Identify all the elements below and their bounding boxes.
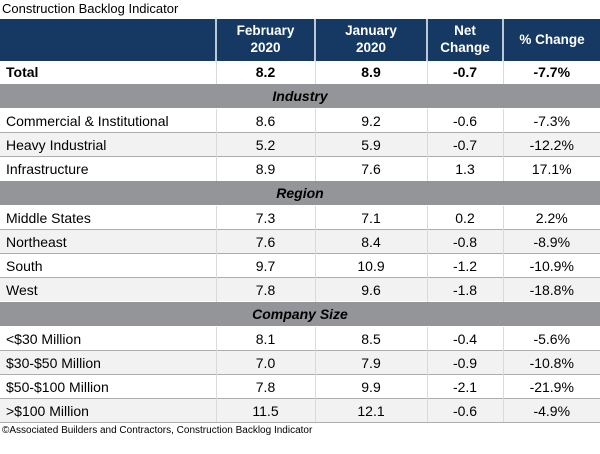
cell-february: 8.1: [215, 326, 315, 351]
backlog-table: February 2020 January 2020 Net Change % …: [0, 19, 600, 423]
cell-pct-change: -7.7%: [502, 61, 600, 84]
cell-pct-change: -10.9%: [502, 253, 600, 278]
cell-january: 12.1: [314, 398, 427, 423]
cell-net-change: -2.1: [426, 374, 503, 399]
column-header-february-2020: February 2020: [215, 19, 315, 61]
cell-february: 8.2: [215, 61, 315, 84]
cell-pct-change: -4.9%: [502, 398, 600, 423]
cell-january: 8.4: [314, 229, 427, 254]
row-label: >$100 Million: [0, 398, 216, 423]
cell-february: 11.5: [215, 398, 315, 423]
row-label: South: [0, 253, 216, 278]
column-header-january-2020: January 2020: [314, 19, 427, 61]
cell-january: 7.9: [314, 350, 427, 375]
cell-february: 7.8: [215, 277, 315, 302]
cell-net-change: 1.3: [426, 156, 503, 181]
cell-pct-change: -21.9%: [502, 374, 600, 399]
cell-february: 7.3: [215, 205, 315, 230]
cell-pct-change: 2.2%: [502, 205, 600, 230]
cell-net-change: 0.2: [426, 205, 503, 230]
cell-net-change: -0.7: [426, 61, 503, 84]
cell-net-change: -0.8: [426, 229, 503, 254]
cell-january: 10.9: [314, 253, 427, 278]
row-label: Commercial & Institutional: [6, 112, 169, 129]
cell-pct-change: 17.1%: [502, 156, 600, 181]
cell-january: 8.9: [314, 61, 427, 84]
cell-january: 7.1: [314, 205, 427, 230]
row-label: <$30 Million: [6, 330, 82, 347]
cell-february: 5.2: [215, 132, 315, 157]
cell-january: 5.9: [314, 132, 427, 157]
cell-january: 9.2: [314, 108, 427, 133]
table-row: Commercial & Institutional 8.6 9.2 -0.6 …: [0, 108, 600, 133]
table-row: Heavy Industrial 5.2 5.9 -0.7 -12.2%: [0, 132, 600, 157]
table-row: Northeast 7.6 8.4 -0.8 -8.9%: [0, 229, 600, 254]
row-label: Total: [6, 64, 39, 80]
table-row: $30-$50 Million 7.0 7.9 -0.9 -10.8%: [0, 350, 600, 375]
cell-pct-change: -10.8%: [502, 350, 600, 375]
cell-pct-change: -12.2%: [502, 132, 600, 157]
cell-january: 7.6: [314, 156, 427, 181]
cell-pct-change: -18.8%: [502, 277, 600, 302]
cell-net-change: -0.9: [426, 350, 503, 375]
section-header-label: Region: [0, 180, 600, 206]
row-label: $50-$100 Million: [0, 374, 216, 399]
row-label: Heavy Industrial: [0, 132, 216, 157]
table-row: <$30 Million 8.1 8.5 -0.4 -5.6%: [0, 326, 600, 351]
cell-net-change: -1.2: [426, 253, 503, 278]
table-row-total: Total 8.2 8.9 -0.7 -7.7%: [0, 61, 600, 84]
row-label: Middle States: [6, 209, 91, 226]
page-title: Construction Backlog Indicator: [2, 1, 179, 16]
cell-february: 7.6: [215, 229, 315, 254]
cell-net-change: -0.4: [426, 326, 503, 351]
cell-february: 7.8: [215, 374, 315, 399]
header-row: February 2020 January 2020 Net Change % …: [0, 19, 600, 61]
section-header-company-size: Company Size: [0, 301, 600, 327]
cell-january: 9.9: [314, 374, 427, 399]
table-row: West 7.8 9.6 -1.8 -18.8%: [0, 277, 600, 302]
section-header-region: Region: [0, 180, 600, 206]
cell-february: 7.0: [215, 350, 315, 375]
cell-net-change: -0.6: [426, 398, 503, 423]
column-header-net-change: Net Change: [426, 19, 503, 61]
cell-pct-change: -5.6%: [502, 326, 600, 351]
cell-february: 9.7: [215, 253, 315, 278]
cell-january: 8.5: [314, 326, 427, 351]
cell-net-change: -0.6: [426, 108, 503, 133]
cell-february: 8.9: [215, 156, 315, 181]
source-note: ©Associated Builders and Contractors, Co…: [2, 425, 313, 436]
section-header-label: Industry: [0, 83, 600, 109]
section-header-industry: Industry: [0, 83, 600, 109]
row-label: Infrastructure: [0, 156, 216, 181]
row-label: Northeast: [0, 229, 216, 254]
table-row: >$100 Million 11.5 12.1 -0.6 -4.9%: [0, 398, 600, 423]
table-row: South 9.7 10.9 -1.2 -10.9%: [0, 253, 600, 278]
row-label: $30-$50 Million: [0, 350, 216, 375]
cell-net-change: -1.8: [426, 277, 503, 302]
column-header-pct-change: % Change: [502, 19, 600, 61]
cell-february: 8.6: [215, 108, 315, 133]
table-row: Middle States 7.3 7.1 0.2 2.2%: [0, 205, 600, 230]
cell-january: 9.6: [314, 277, 427, 302]
table-row: Infrastructure 8.9 7.6 1.3 17.1%: [0, 156, 600, 181]
row-label: West: [0, 277, 216, 302]
section-header-label: Company Size: [0, 301, 600, 327]
cell-pct-change: -7.3%: [502, 108, 600, 133]
column-header-category: [0, 19, 216, 61]
cell-pct-change: -8.9%: [502, 229, 600, 254]
cell-net-change: -0.7: [426, 132, 503, 157]
table-row: $50-$100 Million 7.8 9.9 -2.1 -21.9%: [0, 374, 600, 399]
